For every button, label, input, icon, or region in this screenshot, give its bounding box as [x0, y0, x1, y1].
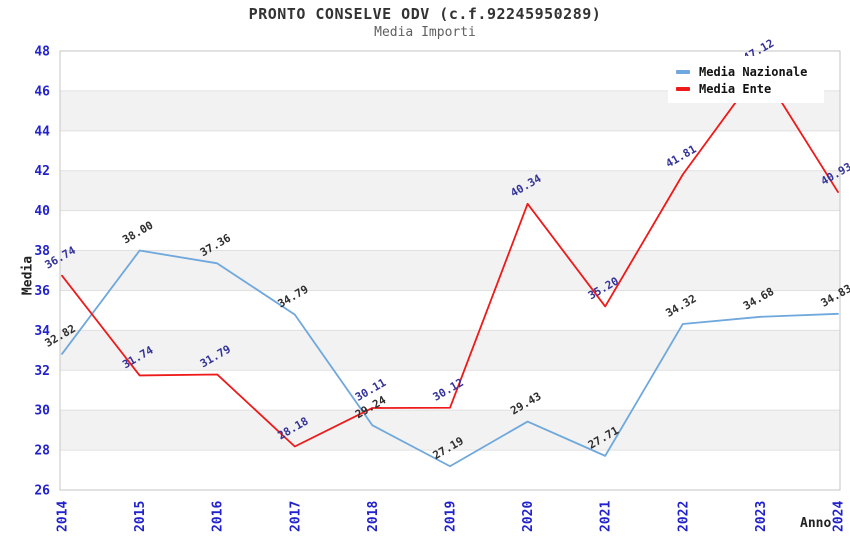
y-tick-label: 40 [34, 204, 50, 219]
x-tick-label: 2022 [676, 501, 691, 532]
chart-subtitle: Media Importi [374, 25, 476, 40]
plot-border [59, 50, 841, 491]
y-tick-label: 36 [34, 284, 50, 299]
y-tick-label: 34 [34, 324, 50, 339]
y-tick-label: 28 [34, 444, 50, 459]
point-label: 38.00 [120, 219, 155, 247]
point-label: 34.32 [663, 292, 698, 320]
x-tick-label: 2018 [366, 501, 381, 532]
x-tick-label: 2023 [754, 501, 769, 532]
x-tick-label: 2017 [288, 501, 303, 532]
plot-band [60, 410, 840, 451]
y-tick-label: 30 [34, 404, 50, 419]
y-tick-label: 44 [34, 124, 50, 139]
y-tick-label: 42 [34, 164, 50, 179]
series-line-1 [61, 67, 839, 448]
legend-label-media-ente: Media Ente [699, 81, 772, 96]
y-tick-label: 32 [34, 364, 50, 379]
x-tick-label: 2014 [56, 501, 71, 532]
y-tick-label: 46 [34, 84, 50, 99]
point-label: 30.12 [431, 376, 466, 404]
plot-band [60, 330, 840, 371]
chart-legend: Media Nazionale Media Ente [668, 56, 824, 103]
legend-item-media-ente: Media Ente [676, 80, 814, 97]
blue-line-swatch-icon [676, 69, 690, 74]
plot-band [60, 250, 840, 291]
chart-title: PRONTO CONSELVE ODV (c.f.92245950289) [248, 5, 602, 23]
point-label: 41.81 [663, 142, 699, 170]
y-tick-label: 48 [34, 45, 50, 60]
legend-label-media-nazionale: Media Nazionale [699, 64, 808, 79]
series-line-0 [61, 249, 839, 468]
plot-band [60, 170, 840, 211]
y-axis-title: Media [20, 255, 36, 296]
y-tick-label: 26 [34, 484, 50, 499]
x-tick-label: 2019 [444, 501, 459, 532]
x-tick-label: 2024 [832, 501, 847, 532]
y-tick-label: 38 [34, 244, 50, 259]
x-tick-label: 2015 [133, 501, 148, 532]
red-line-swatch-icon [676, 86, 690, 91]
x-axis-title: Anno [800, 516, 832, 531]
x-tick-label: 2016 [211, 501, 226, 532]
x-tick-label: 2020 [521, 501, 536, 532]
x-tick-label: 2021 [599, 501, 614, 532]
legend-item-media-nazionale: Media Nazionale [676, 63, 814, 80]
